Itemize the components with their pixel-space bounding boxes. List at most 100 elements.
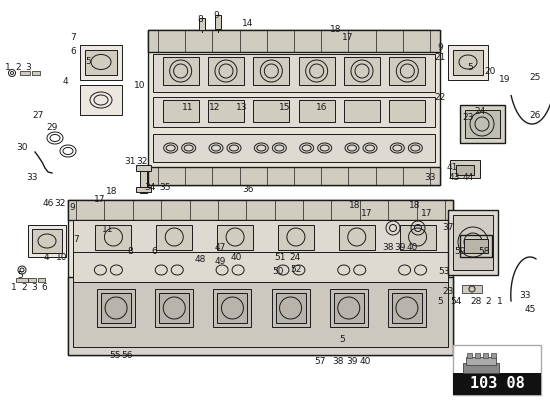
Bar bbox=[278, 225, 314, 250]
Text: 14: 14 bbox=[243, 18, 254, 28]
Bar bbox=[460, 235, 492, 257]
Text: 51: 51 bbox=[274, 254, 286, 262]
Text: 29: 29 bbox=[46, 124, 58, 132]
Bar bbox=[148, 30, 440, 185]
Bar bbox=[344, 57, 380, 85]
Text: 2: 2 bbox=[485, 298, 491, 306]
Bar bbox=[460, 105, 505, 143]
Bar bbox=[388, 289, 426, 327]
Text: 2: 2 bbox=[15, 64, 21, 72]
Text: 32: 32 bbox=[54, 200, 65, 208]
Bar bbox=[217, 225, 253, 250]
Text: 5: 5 bbox=[85, 58, 91, 66]
Text: 59: 59 bbox=[454, 248, 466, 256]
Text: 5: 5 bbox=[339, 336, 345, 344]
Text: 43: 43 bbox=[448, 174, 460, 182]
Bar bbox=[464, 239, 488, 253]
Text: 9: 9 bbox=[69, 204, 75, 212]
Bar bbox=[330, 289, 368, 327]
Bar bbox=[389, 100, 425, 122]
Bar bbox=[28, 225, 66, 257]
Text: 31: 31 bbox=[124, 158, 136, 166]
Text: 4: 4 bbox=[43, 254, 49, 262]
Text: 2: 2 bbox=[21, 284, 27, 292]
Bar bbox=[16, 278, 28, 282]
Bar bbox=[339, 225, 375, 250]
Bar bbox=[213, 289, 251, 327]
Bar bbox=[208, 57, 244, 85]
Text: 20: 20 bbox=[485, 68, 496, 76]
Text: 37: 37 bbox=[442, 224, 454, 232]
Bar bbox=[156, 225, 192, 250]
Text: 9: 9 bbox=[437, 44, 443, 52]
Text: 25: 25 bbox=[529, 74, 541, 82]
Text: 7: 7 bbox=[73, 236, 79, 244]
Text: 3: 3 bbox=[31, 284, 37, 292]
Text: 6: 6 bbox=[41, 284, 47, 292]
Text: 38: 38 bbox=[332, 358, 344, 366]
Bar bbox=[448, 45, 488, 80]
Bar bbox=[276, 293, 306, 323]
Text: 11: 11 bbox=[102, 226, 114, 234]
Text: 16: 16 bbox=[316, 104, 328, 112]
Text: 13: 13 bbox=[236, 104, 248, 112]
Text: 17: 17 bbox=[342, 34, 354, 42]
Text: 24: 24 bbox=[289, 254, 301, 262]
Text: 8: 8 bbox=[197, 16, 203, 24]
Bar bbox=[73, 252, 448, 290]
Bar bbox=[160, 293, 189, 323]
Bar bbox=[466, 357, 496, 365]
Bar bbox=[299, 100, 334, 122]
Bar bbox=[456, 165, 474, 175]
Bar bbox=[80, 85, 122, 115]
Text: 10: 10 bbox=[56, 254, 68, 262]
Text: 18: 18 bbox=[106, 188, 118, 196]
Text: 40: 40 bbox=[230, 254, 241, 262]
Bar bbox=[483, 353, 488, 358]
Bar bbox=[101, 293, 131, 323]
Text: 33: 33 bbox=[26, 174, 38, 182]
Text: 103 08: 103 08 bbox=[470, 376, 524, 392]
Text: 23: 23 bbox=[442, 288, 454, 296]
Bar bbox=[73, 220, 448, 275]
Text: 53: 53 bbox=[438, 268, 450, 276]
Text: 18: 18 bbox=[330, 26, 342, 34]
Bar bbox=[215, 15, 221, 29]
Text: 30: 30 bbox=[16, 144, 28, 152]
Text: 6: 6 bbox=[70, 48, 76, 56]
Text: 34: 34 bbox=[144, 184, 156, 192]
Bar bbox=[97, 289, 135, 327]
Bar bbox=[140, 165, 147, 193]
Text: 58: 58 bbox=[478, 248, 490, 256]
Text: 35: 35 bbox=[160, 184, 170, 192]
Text: a pa: a pa bbox=[150, 309, 250, 351]
Text: 12: 12 bbox=[210, 104, 221, 112]
Bar bbox=[453, 50, 483, 75]
Text: 44: 44 bbox=[463, 174, 474, 182]
Bar bbox=[491, 353, 496, 358]
Text: 38: 38 bbox=[382, 244, 394, 252]
Bar bbox=[450, 160, 480, 178]
Bar bbox=[254, 100, 289, 122]
Bar bbox=[272, 289, 310, 327]
Text: 19: 19 bbox=[499, 76, 511, 84]
Bar bbox=[400, 225, 436, 250]
Text: 6: 6 bbox=[151, 248, 157, 256]
Text: 48: 48 bbox=[194, 256, 206, 264]
Text: 39: 39 bbox=[394, 244, 406, 252]
Text: 1: 1 bbox=[497, 298, 503, 306]
Bar bbox=[148, 167, 440, 185]
Bar bbox=[153, 134, 435, 162]
Text: situs: situs bbox=[287, 261, 393, 299]
Bar bbox=[453, 215, 493, 270]
Text: 24: 24 bbox=[474, 108, 486, 116]
Text: 41: 41 bbox=[446, 164, 458, 172]
Text: 47: 47 bbox=[214, 244, 225, 252]
Text: 39: 39 bbox=[346, 358, 358, 366]
Text: 5: 5 bbox=[17, 272, 23, 280]
Text: 18: 18 bbox=[349, 200, 361, 210]
Bar bbox=[38, 278, 45, 282]
Bar bbox=[85, 50, 117, 75]
Bar bbox=[95, 225, 131, 250]
Bar bbox=[208, 100, 244, 122]
